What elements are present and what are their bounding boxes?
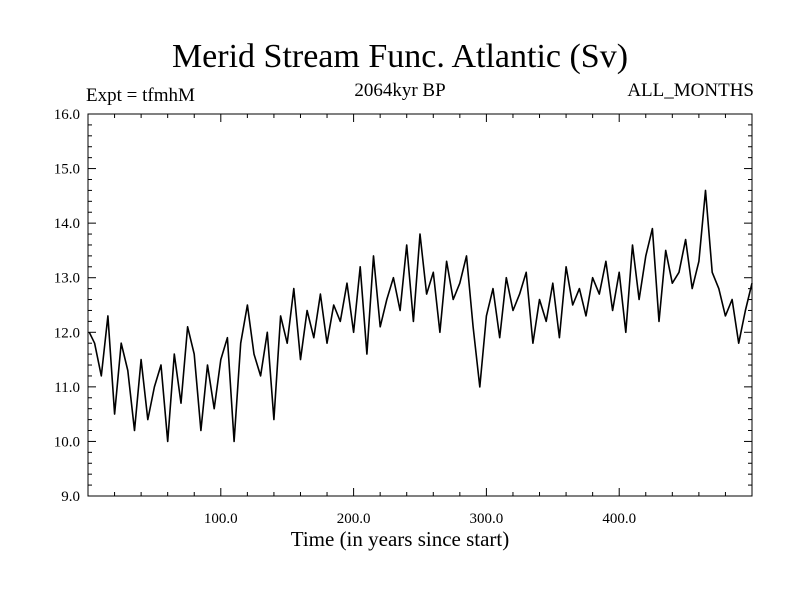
x-tick-label: 200.0 [337, 511, 371, 527]
months-label: ALL_MONTHS [627, 80, 754, 101]
y-tick-label: 15.0 [54, 162, 80, 178]
chart-title: Merid Stream Func. Atlantic (Sv) [171, 38, 629, 75]
experiment-label: Expt = tfmhM [86, 85, 195, 106]
y-tick-label: 11.0 [54, 380, 80, 396]
y-tick-label: 13.0 [54, 271, 80, 287]
y-tick-label: 10.0 [54, 434, 80, 450]
y-tick-label: 14.0 [54, 216, 80, 232]
x-tick-label: 400.0 [602, 511, 636, 527]
plot-frame [87, 113, 753, 497]
tick-group: 9.0 10.0 11.0 12.0 13.0 14.0 15.0 16.0 100.0 200.… [54, 107, 752, 527]
y-tick-label: 12.0 [54, 325, 80, 341]
y-tick-label: 9.0 [61, 489, 80, 505]
x-tick-label: 100.0 [204, 511, 238, 527]
data-line-atlantic-moc [88, 189, 753, 443]
y-tick-label: 16.0 [54, 107, 80, 123]
x-axis-label: Time (in years since start) [290, 527, 510, 551]
x-tick-label: 300.0 [470, 511, 504, 527]
period-label: 2064kyr BP [354, 80, 446, 101]
